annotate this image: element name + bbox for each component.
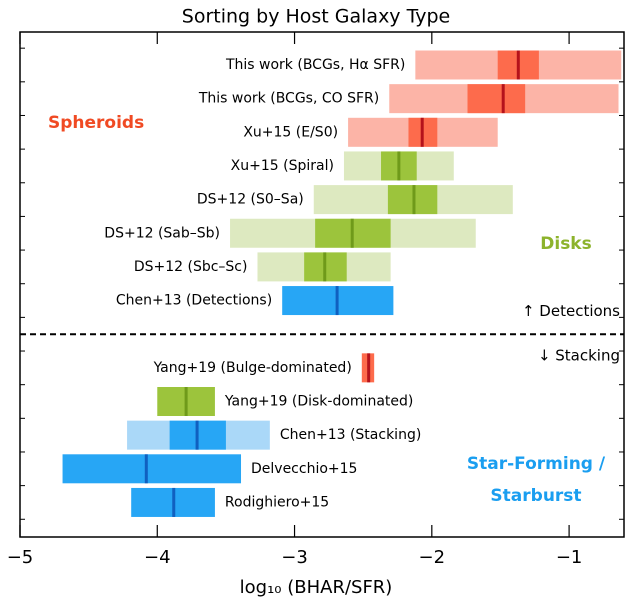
row-label: DS+12 (S0–Sa): [197, 192, 304, 208]
inner-range: [62, 454, 242, 484]
x-tick-label: −2: [419, 547, 446, 568]
x-tick-label: −4: [144, 547, 171, 568]
row-label: Chen+13 (Detections): [116, 293, 272, 309]
group-annotation: Disks: [540, 234, 591, 254]
row-label: Yang+19 (Bulge-dominated): [153, 360, 352, 376]
row-label: Xu+15 (E/S0): [243, 124, 338, 140]
x-axis-label: log₁₀ (BHAR/SFR): [240, 577, 393, 598]
row-label: DS+12 (Sab–Sb): [104, 225, 220, 241]
row-label: DS+12 (Sbc–Sc): [134, 259, 248, 275]
row-label: Delvecchio+15: [251, 461, 357, 477]
group-annotation: Spheroids: [48, 113, 144, 133]
row-label: Chen+13 (Stacking): [280, 427, 421, 443]
section-annotation: ↑ Detections: [522, 302, 620, 320]
x-tick-label: −3: [281, 547, 308, 568]
row-label: Yang+19 (Disk-dominated): [224, 394, 413, 410]
section-annotation: ↓ Stacking: [538, 346, 620, 364]
inner-range: [467, 84, 526, 114]
x-tick-label: −1: [556, 547, 583, 568]
row-label: Xu+15 (Spiral): [231, 158, 334, 174]
row-label: This work (BCGs, CO SFR): [198, 91, 379, 107]
group-annotation: Star-Forming /: [467, 454, 606, 474]
x-tick-label: −5: [7, 547, 34, 568]
chart-title: Sorting by Host Galaxy Type: [182, 6, 450, 28]
row-label: This work (BCGs, Hα SFR): [225, 57, 405, 73]
row-label: Rodighiero+15: [225, 494, 329, 510]
group-annotation: Starburst: [490, 486, 581, 506]
plot-frame: [19, 31, 625, 538]
